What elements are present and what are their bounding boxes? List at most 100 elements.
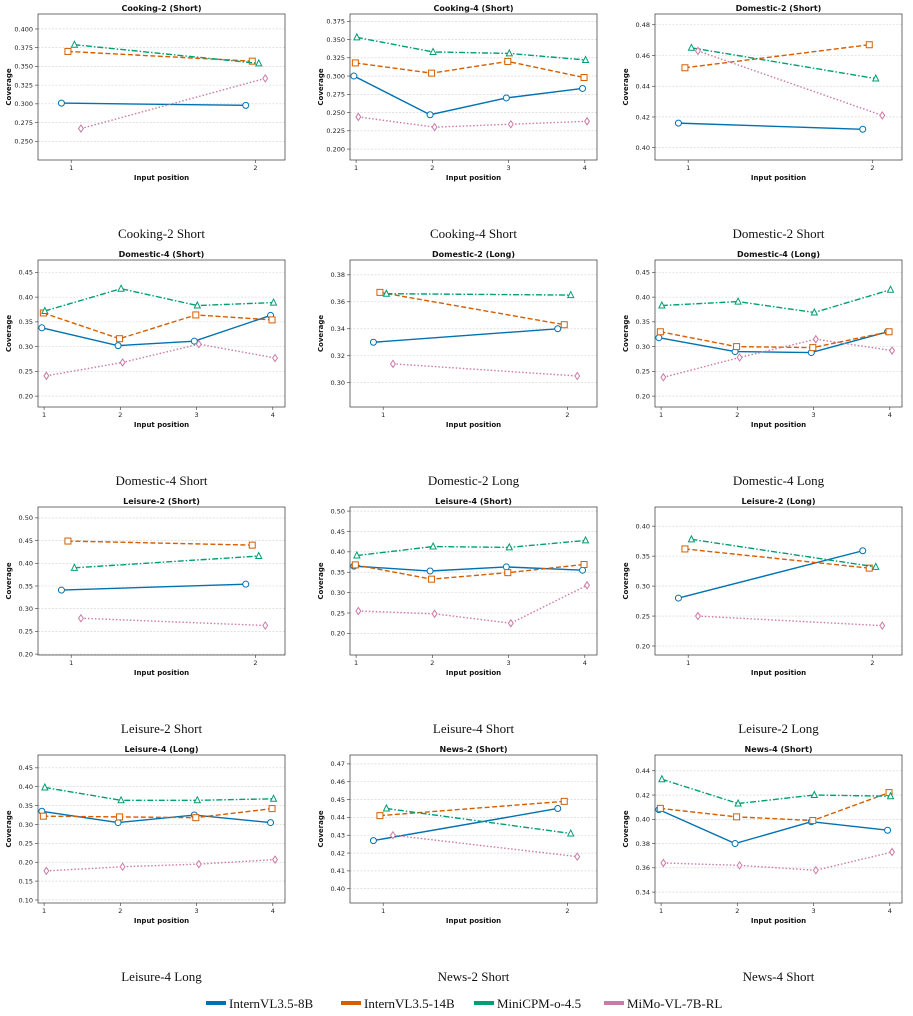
series-line — [41, 314, 271, 347]
y-tick-label: 0.200 — [326, 145, 345, 153]
point — [70, 40, 79, 48]
point — [580, 560, 588, 568]
y-tick-label: 0.35 — [331, 569, 345, 577]
point — [353, 32, 361, 41]
y-tick-label: 0.30 — [331, 379, 345, 387]
y-tick-label: 0.44 — [636, 83, 650, 91]
y-tick-label: 0.41 — [331, 867, 345, 875]
y-tick-label: 0.45 — [636, 269, 650, 277]
series-line — [392, 834, 578, 858]
point — [114, 342, 122, 350]
chart-title: Cooking-2 (Short) — [121, 4, 201, 13]
series-line — [661, 778, 891, 805]
y-tick-label: 0.20 — [19, 650, 33, 658]
series-line — [43, 312, 273, 340]
y-tick-label: 0.40 — [636, 522, 650, 530]
x-axis-label: Input position — [446, 917, 501, 925]
y-tick-label: 0.325 — [326, 54, 345, 62]
y-tick-label: 0.40 — [19, 560, 33, 568]
point — [119, 358, 126, 367]
point — [254, 551, 263, 560]
x-tick-label: 1 — [69, 164, 73, 172]
point — [505, 542, 514, 551]
x-axis-label: Input position — [446, 669, 501, 677]
point — [507, 618, 514, 628]
legend-label: MiMo-VL-7B-RL — [627, 996, 722, 1011]
y-axis-label: Coverage — [5, 315, 13, 352]
point — [272, 353, 279, 363]
series-line — [353, 565, 583, 572]
point — [812, 865, 819, 875]
point — [426, 567, 434, 575]
y-tick-label: 0.25 — [19, 628, 33, 636]
x-axis-label: Input position — [134, 917, 189, 925]
x-tick-label: 4 — [583, 659, 587, 667]
y-tick-label: 0.35 — [19, 802, 33, 810]
y-tick-label: 0.40 — [19, 293, 33, 301]
caption: News-4 Short — [743, 969, 815, 984]
point — [268, 805, 276, 813]
y-tick-label: 0.36 — [331, 298, 345, 306]
chart-title: Leisure-4 (Short) — [435, 497, 512, 506]
caption: Leisure-2 Long — [738, 721, 819, 736]
x-tick-label: 3 — [811, 411, 815, 419]
caption: Leisure-2 Short — [121, 721, 203, 736]
point — [431, 122, 438, 132]
plot-frame — [349, 259, 598, 408]
point — [859, 125, 867, 133]
series-line — [46, 858, 276, 872]
y-axis-label: Coverage — [622, 68, 630, 105]
y-tick-label: 0.32 — [331, 352, 345, 360]
plot-frame — [37, 506, 286, 656]
y-tick-label: 0.325 — [14, 81, 33, 89]
y-axis-label: Coverage — [622, 810, 630, 847]
series-line — [355, 60, 585, 79]
series-line — [392, 363, 578, 377]
point — [871, 73, 880, 82]
point — [812, 334, 819, 344]
point — [355, 606, 362, 616]
series-line — [44, 786, 274, 802]
point — [376, 812, 384, 820]
point — [859, 547, 867, 555]
x-tick-label: 2 — [253, 659, 257, 667]
point — [507, 119, 514, 129]
series-line — [663, 338, 893, 378]
point — [382, 289, 391, 297]
series-line — [663, 851, 893, 871]
point — [428, 69, 436, 77]
series-line — [691, 538, 876, 568]
point — [581, 535, 590, 544]
point — [355, 112, 362, 122]
series-line — [46, 343, 276, 377]
point — [114, 819, 122, 827]
x-tick-label: 4 — [583, 164, 587, 172]
point — [43, 866, 50, 876]
point — [57, 99, 65, 107]
point — [810, 307, 819, 316]
point — [192, 311, 200, 319]
series-line — [658, 331, 888, 354]
point — [560, 321, 568, 329]
y-tick-label: 0.42 — [636, 791, 650, 799]
y-tick-label: 0.38 — [636, 840, 650, 848]
y-tick-label: 0.30 — [331, 589, 345, 597]
point — [694, 611, 701, 621]
point — [248, 541, 256, 549]
x-tick-label: 1 — [659, 907, 663, 915]
point — [554, 804, 562, 812]
caption: Leisure-4 Short — [433, 721, 515, 736]
point — [674, 594, 682, 602]
series-line — [67, 50, 253, 62]
caption: Cooking-2 Short — [118, 226, 205, 241]
point — [64, 537, 72, 545]
y-tick-label: 0.25 — [19, 368, 33, 376]
y-tick-label: 0.38 — [331, 271, 345, 279]
point — [560, 797, 568, 805]
point — [64, 47, 72, 55]
y-tick-label: 0.35 — [19, 318, 33, 326]
chart-title: Leisure-2 (Long) — [741, 497, 815, 506]
point — [580, 74, 588, 82]
point — [879, 621, 886, 631]
series-line — [80, 77, 266, 130]
